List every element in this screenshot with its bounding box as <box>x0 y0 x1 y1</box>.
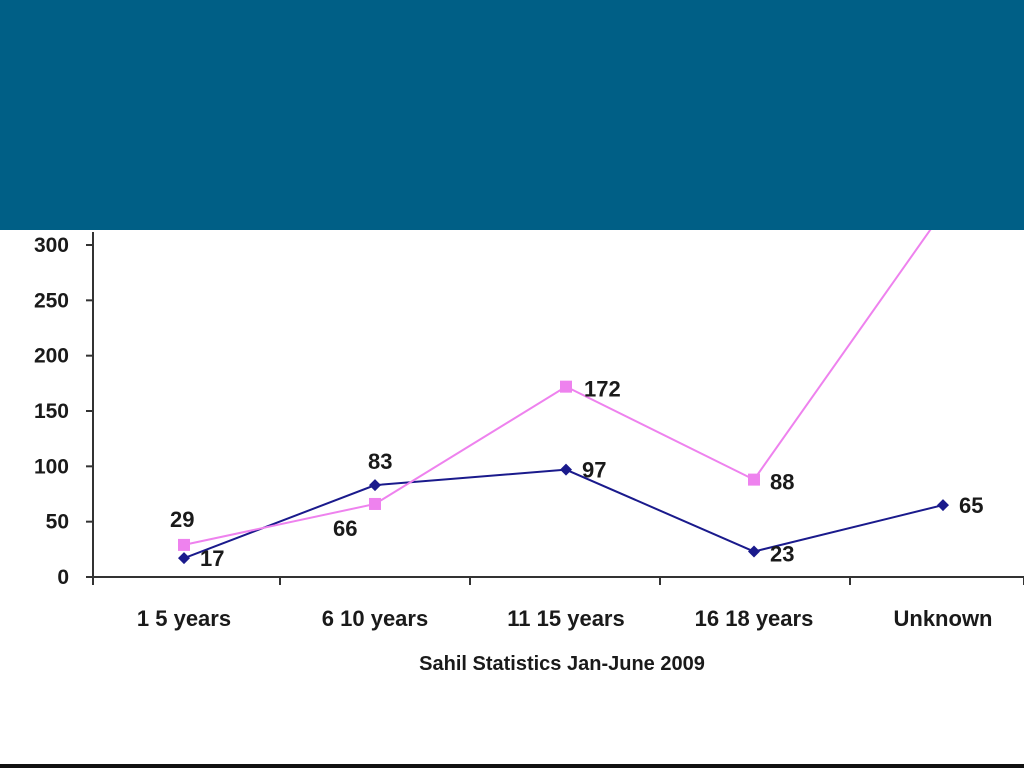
data-point <box>178 538 190 551</box>
x-tick-label: 1 5 years <box>137 606 231 631</box>
x-tick-label: 6 10 years <box>322 606 428 631</box>
data-point <box>560 463 572 476</box>
header-banner <box>0 0 1024 230</box>
data-label: 66 <box>333 516 357 541</box>
series-line <box>183 211 944 546</box>
y-tick-label: 50 <box>46 511 69 534</box>
data-label: 29 <box>170 507 194 532</box>
data-label: 172 <box>584 377 621 402</box>
data-label: 17 <box>200 546 224 571</box>
data-point <box>560 380 572 393</box>
bottom-divider <box>0 764 1024 768</box>
data-point <box>748 545 760 558</box>
x-axis-label: Sahil Statistics Jan-June 2009 <box>419 653 705 675</box>
data-label: 88 <box>770 470 794 495</box>
y-tick-label: 200 <box>34 345 69 368</box>
y-tick-label: 250 <box>34 289 69 312</box>
data-point <box>369 497 381 510</box>
x-tick-label: 16 18 years <box>695 606 814 631</box>
data-point <box>937 499 949 512</box>
data-point <box>178 552 190 565</box>
y-tick-label: 150 <box>34 400 69 423</box>
data-point <box>369 479 381 492</box>
x-tick-label: 11 15 years <box>507 606 624 631</box>
data-label: 97 <box>582 458 606 483</box>
data-label: 23 <box>770 542 794 567</box>
series-line <box>183 468 944 560</box>
x-tick-label: Unknown <box>894 606 993 631</box>
y-tick-label: 100 <box>34 455 69 478</box>
y-tick-label: 0 <box>57 566 69 589</box>
data-label: 83 <box>368 449 392 474</box>
data-point <box>748 473 760 486</box>
y-tick-label: 300 <box>34 234 69 257</box>
data-label: 65 <box>959 493 983 518</box>
